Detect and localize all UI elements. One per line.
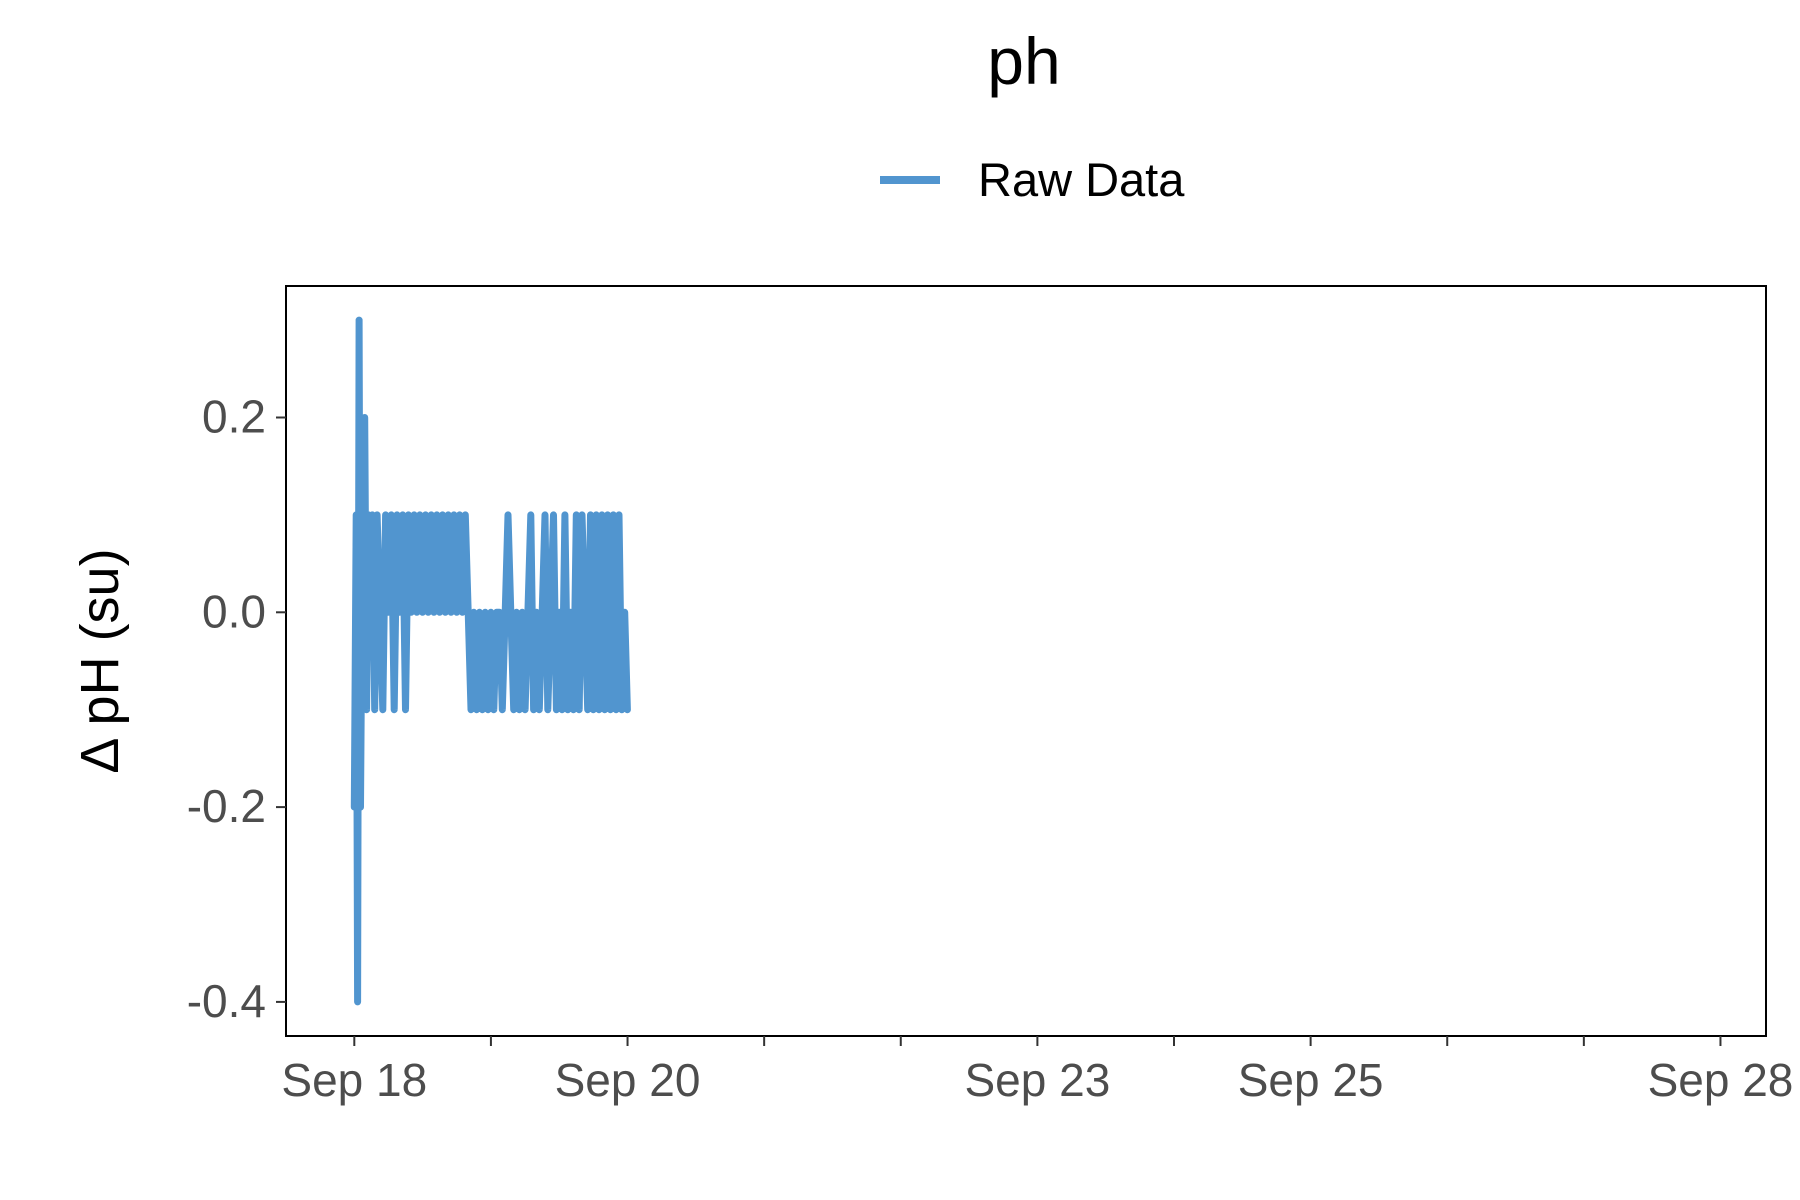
x-tick-label: Sep 23 (964, 1054, 1110, 1106)
y-tick-label: 0.2 (202, 390, 266, 442)
y-axis: -0.4 -0.2 0.0 0.2 (187, 390, 286, 1027)
x-tick-label: Sep 28 (1648, 1054, 1794, 1106)
plot-area (350, 316, 631, 1006)
y-axis-title: Δ pH (su) (70, 548, 130, 773)
y-tick-label: -0.2 (187, 780, 266, 832)
x-tick-label: Sep 18 (281, 1054, 427, 1106)
x-tick-label: Sep 25 (1238, 1054, 1384, 1106)
series-line-raw-data (350, 316, 631, 1006)
y-tick-label: -0.4 (187, 975, 266, 1027)
x-axis: Sep 18 Sep 20 Sep 23 Sep 25 Sep 28 (281, 1036, 1793, 1106)
chart-title: ph (987, 24, 1060, 98)
legend: Raw Data (880, 153, 1185, 206)
legend-label-raw-data: Raw Data (978, 153, 1185, 206)
y-tick-label: 0.0 (202, 585, 266, 637)
plot-panel-border (285, 285, 1767, 1037)
x-tick-label: Sep 20 (555, 1054, 701, 1106)
